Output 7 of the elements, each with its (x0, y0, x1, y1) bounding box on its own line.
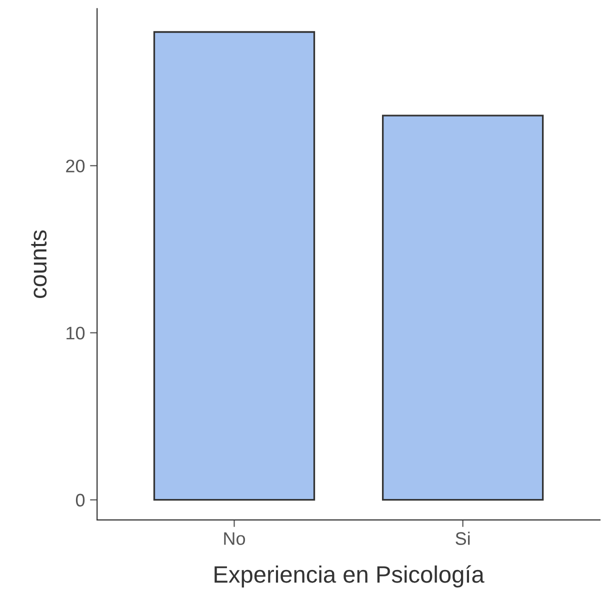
x-tick-label: Si (456, 532, 470, 545)
y-tick-label: 10 (66, 326, 85, 340)
y-tick-label: 0 (76, 494, 85, 507)
y-axis-title: counts (31, 230, 47, 298)
x-tick-label: No (224, 532, 246, 545)
y-tick-label: 20 (66, 160, 85, 172)
x-axis-title: Experiencia en Psicología (214, 565, 484, 588)
